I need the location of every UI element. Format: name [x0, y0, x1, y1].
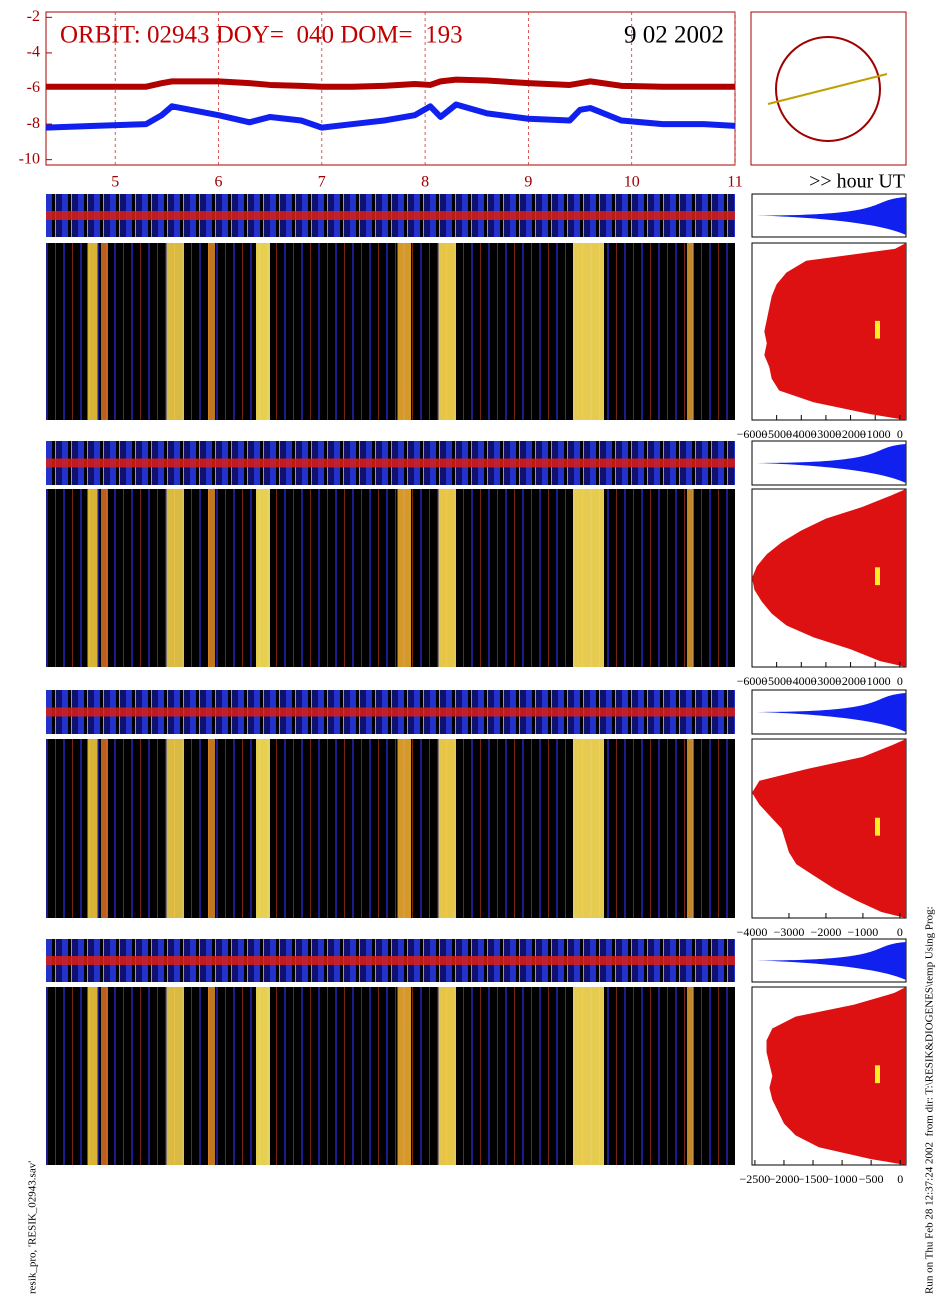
spectrogram-strip — [46, 194, 735, 237]
series-line — [46, 76, 735, 90]
right-note: Run on Thu Feb 28 12:37:24 2002 from dir… — [924, 906, 936, 1294]
spectrogram-strip — [46, 939, 735, 982]
x-tick-label: −2000 — [835, 674, 866, 688]
hist-area — [752, 489, 906, 667]
orbit-track — [767, 73, 888, 105]
x-tick-label: −1000 — [848, 925, 879, 939]
y-tick-label: -8 — [27, 115, 40, 132]
x-tick-label: −2000 — [811, 925, 842, 939]
x-tick-label: −2500 — [740, 1172, 771, 1186]
hist-area — [764, 243, 906, 420]
orbit-frame — [750, 11, 907, 166]
hist-area — [766, 987, 906, 1165]
x-tick-label: −5000 — [761, 674, 792, 688]
x-tick-label: 5 — [111, 174, 119, 191]
x-tick-label: 0 — [897, 674, 903, 688]
x-tick-label: −3000 — [811, 674, 842, 688]
spectrogram-strip — [46, 441, 735, 485]
x-tick-label: 6 — [215, 174, 223, 191]
hist-strip — [757, 693, 906, 732]
x-tick-label: −2000 — [835, 427, 866, 441]
y-tick-label: -4 — [27, 44, 40, 61]
date: 9 02 2002 — [624, 22, 724, 49]
x-tick-label: −3000 — [774, 925, 805, 939]
x-tick-label: −5000 — [761, 427, 792, 441]
x-tick-label: −6000 — [737, 427, 768, 441]
x-tick-label: −1000 — [827, 1172, 858, 1186]
series-line — [45, 101, 736, 131]
x-tick-label: −1500 — [798, 1172, 829, 1186]
x-tick-label: −2000 — [769, 1172, 800, 1186]
x-tick-label: −1000 — [860, 427, 891, 441]
spectrogram-strip — [46, 690, 735, 734]
hist-strip — [757, 197, 906, 235]
hist-marker — [875, 817, 880, 836]
title: ORBIT: 02943 DOY= 040 DOM= 193 — [60, 22, 463, 49]
hist-marker — [875, 320, 880, 339]
hist-strip — [757, 942, 906, 980]
x-tick-label: 9 — [524, 174, 532, 191]
x-axis-label: >> hour UT — [809, 171, 905, 193]
y-tick-label: -6 — [27, 79, 40, 96]
hist-area — [752, 739, 906, 918]
y-tick-label: -10 — [19, 150, 40, 167]
x-tick-label: 11 — [727, 174, 742, 191]
x-tick-label: −500 — [859, 1172, 884, 1186]
hist-strip — [757, 444, 906, 483]
orbit-circle — [775, 36, 881, 142]
x-tick-label: −4000 — [786, 427, 817, 441]
hist-marker — [875, 1065, 880, 1084]
y-tick-label: -2 — [27, 8, 40, 25]
left-note: resik_pro, 'RESIK_02943.sav' — [27, 1161, 39, 1294]
spectrogram — [46, 243, 735, 420]
x-tick-label: 0 — [897, 925, 903, 939]
hist-marker — [875, 567, 880, 586]
spectrogram — [46, 739, 735, 918]
x-tick-label: −4000 — [786, 674, 817, 688]
x-tick-label: 0 — [897, 427, 903, 441]
spectrogram — [46, 987, 735, 1165]
x-tick-label: −1000 — [860, 674, 891, 688]
x-tick-label: −3000 — [811, 427, 842, 441]
x-tick-label: 10 — [624, 174, 640, 191]
x-tick-label: 7 — [318, 174, 326, 191]
x-tick-label: −4000 — [737, 925, 768, 939]
spectrogram — [46, 489, 735, 667]
x-tick-label: 8 — [421, 174, 429, 191]
x-tick-label: 0 — [897, 1172, 903, 1186]
x-tick-label: −6000 — [737, 674, 768, 688]
